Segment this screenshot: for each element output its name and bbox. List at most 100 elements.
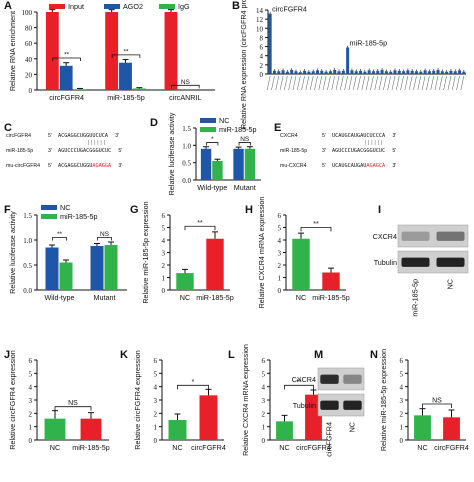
bar-nc [176, 273, 194, 290]
x-category-label: circFGFR4 [191, 443, 226, 452]
bar-mir-185-5p-mutant [104, 245, 118, 290]
y-tick-label: 3 [154, 397, 158, 405]
significance-bracket [52, 237, 67, 241]
bar [380, 69, 384, 74]
significance-bracket [54, 406, 92, 411]
legend: Input AGO2 IgG [49, 2, 190, 11]
legend-label: miR-185-5p [60, 212, 98, 221]
sequence-unchanged: ACGAGGCUGGU [58, 163, 92, 169]
blot-strip-tubulin [317, 393, 365, 417]
x-tick-label-stub [421, 75, 426, 91]
y-tick-label: 40 [25, 56, 33, 64]
x-tick-label-stub [404, 75, 409, 91]
legend-swatch [41, 205, 57, 210]
y-axis-label: Relative miR-185-5p expression [141, 201, 150, 303]
sequence-3prime: 3' [115, 133, 119, 139]
y-tick-label: 5 [29, 370, 33, 378]
sequence: AGUCCCUGACGGGUCUC [58, 148, 111, 154]
x-category-label: Wild-type [197, 183, 227, 192]
x-tick-label-stub [387, 75, 391, 91]
y-tick-label: 4 [29, 384, 33, 392]
panel-letter-c: C [4, 122, 12, 134]
x-tick-label-stub [275, 75, 280, 91]
blot-strip-cxcr4 [397, 224, 469, 248]
blot-lane-label: NC [446, 279, 455, 289]
y-tick-label: 6 [278, 212, 282, 220]
sequence-unchanged: UCAUGCAUGAU [332, 163, 366, 169]
bar-mir-185-5p-wild-type [212, 160, 223, 180]
x-tick-label-stub [327, 75, 331, 91]
y-tick-label: 0.5 [23, 262, 32, 270]
x-tick-label-stub [408, 75, 413, 91]
x-category-label: circFGFR4 [434, 443, 469, 452]
y-axis-label: Relative luciferase activity [167, 112, 176, 195]
y-tick-label: 8 [260, 34, 264, 42]
sequence-5prime: 3' [48, 148, 52, 154]
sequence-mutated: AGAGCA [366, 163, 386, 169]
blot-band [401, 257, 430, 267]
panel-letter-b: B [232, 0, 240, 12]
x-category-label: Wild-type [45, 293, 75, 302]
y-tick-label: 1 [262, 424, 266, 432]
bar [406, 70, 410, 74]
x-tick-label-stub [331, 75, 335, 91]
y-tick-label: 4 [400, 384, 404, 392]
panel-C: circFGFR4 5' ACGAGGCUGGUUCUCA 3' miR-185-5p 3… [6, 133, 122, 169]
blot-band [320, 374, 339, 384]
y-tick-label: 0.0 [182, 177, 191, 185]
sequence-name: mu-CXCR4 [280, 163, 307, 169]
y-tick-label: 60 [25, 40, 33, 48]
significance-label: ** [123, 48, 129, 55]
x-tick-label-stub [309, 75, 314, 91]
x-category-label: NC [296, 293, 306, 302]
significance-bracket [238, 142, 251, 146]
sequence-3prime: 3' [118, 163, 122, 169]
blot-band-label: CXCR4 [292, 375, 316, 384]
blot-band [436, 231, 465, 241]
y-tick-label: 0 [154, 437, 158, 445]
blot-band [320, 400, 339, 410]
y-tick-label: 2 [154, 410, 158, 418]
significance-bracket [300, 227, 332, 232]
x-tick-label-stub [391, 75, 396, 91]
y-tick-label: 2 [400, 410, 404, 418]
bar-nc [414, 415, 431, 440]
x-tick-label-stub [305, 75, 310, 91]
y-axis-label: Relative circFGFR4 expression [133, 350, 142, 449]
blot-band [343, 374, 362, 384]
bar [440, 71, 444, 74]
bar-mir-185-5p-wild-type [59, 262, 73, 290]
x-tick-label-stub [443, 75, 447, 91]
bar [328, 71, 332, 74]
x-category-label: NC [417, 443, 427, 452]
x-tick-label-stub [288, 75, 292, 91]
x-tick-label-stub [451, 75, 456, 91]
x-tick-label-stub [318, 75, 323, 91]
bar-circfgfr4 [305, 394, 322, 440]
bar [290, 69, 294, 74]
x-tick-label-stub [335, 75, 340, 91]
significance-label: NS [68, 400, 78, 407]
bar [272, 70, 276, 74]
panel-H: 0 1 2 3 4 5 6 Relative CXCR4 mRNA expression NC m… [257, 197, 350, 309]
x-category-label: Mutant [234, 183, 256, 192]
bar [449, 70, 453, 74]
bar [324, 71, 328, 74]
legend-swatch [49, 4, 65, 9]
panel-letter-h: H [245, 204, 253, 216]
x-tick-label-stub [271, 75, 275, 91]
bar [410, 70, 414, 74]
bar [350, 70, 354, 74]
legend-label: miR-185-5p [219, 125, 257, 134]
legend-swatch [104, 4, 120, 9]
legend-label: NC [219, 116, 229, 125]
x-tick-label-stub [426, 75, 430, 91]
bar-mir-185-5p [322, 272, 340, 290]
bar-input-circfgfr4 [45, 12, 59, 90]
bar [333, 69, 337, 74]
sequence-3prime: 5' [392, 148, 396, 154]
x-tick-label-stub [352, 75, 357, 91]
